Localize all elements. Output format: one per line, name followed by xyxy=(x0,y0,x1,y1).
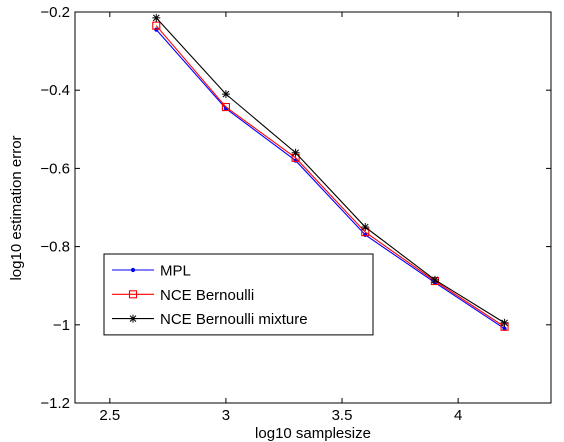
data-point-2-0 xyxy=(152,13,161,22)
y-tick-label: −1 xyxy=(53,317,70,334)
x-tick-label: 2.5 xyxy=(99,407,120,424)
series-line-0 xyxy=(155,29,505,330)
legend-marker-2 xyxy=(129,314,137,323)
legend-label-0: MPL xyxy=(160,263,191,280)
y-tick-label: −0.8 xyxy=(40,239,70,256)
legend-marker-0 xyxy=(130,267,136,273)
plot-background xyxy=(75,12,551,403)
x-tick-label: 3.5 xyxy=(332,407,353,424)
axes-box xyxy=(74,11,552,404)
y-tick-label: −0.2 xyxy=(40,4,70,21)
x-axis-label: log10 samplesize xyxy=(255,425,371,442)
data-point-2-3 xyxy=(361,223,370,232)
y-tick-label: −0.6 xyxy=(40,160,70,177)
data-point-2-4 xyxy=(430,275,439,284)
series-layer xyxy=(152,13,509,331)
series-line-2 xyxy=(155,17,505,324)
legend: MPL NCE Bernoulli NCE Bernoulli mixture xyxy=(103,253,374,336)
y-tick-label: −1.2 xyxy=(40,395,70,412)
legend-marker-1 xyxy=(128,290,138,299)
x-tick-label: 4 xyxy=(454,407,462,424)
data-point-2-1 xyxy=(221,90,230,99)
legend-label-2: NCE Bernoulli mixture xyxy=(160,311,308,328)
y-tick-label: −0.4 xyxy=(40,82,70,99)
data-point-2-5 xyxy=(500,318,509,327)
x-tick-label: 3 xyxy=(222,407,230,424)
data-point-2-2 xyxy=(291,148,300,157)
series-line-1 xyxy=(155,25,505,328)
data-point-1-1 xyxy=(221,102,230,112)
plot-area xyxy=(75,12,551,403)
y-axis-label: log10 estimation error xyxy=(8,135,25,280)
legend-label-1: NCE Bernoulli xyxy=(160,287,254,304)
data-point-1-0 xyxy=(152,21,161,30)
axes-layer: 2.5 3 3.5 4 −1.2 −1 −0.8 −0.6 −0.4 −0.2 xyxy=(40,4,552,424)
